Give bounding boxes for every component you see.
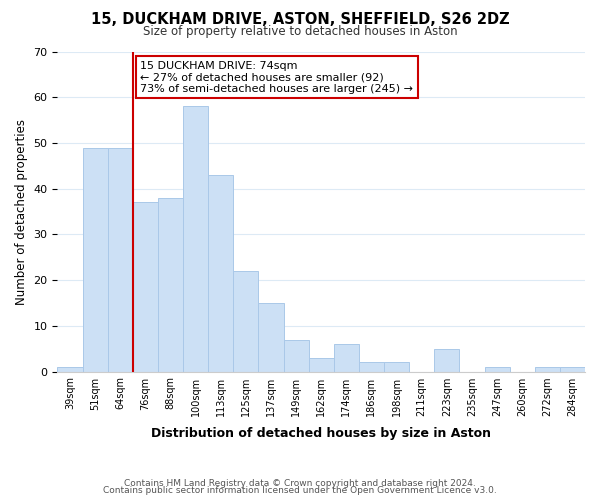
Bar (284, 340, 308, 372)
Text: 15, DUCKHAM DRIVE, ASTON, SHEFFIELD, S26 2DZ: 15, DUCKHAM DRIVE, ASTON, SHEFFIELD, S26… (91, 12, 509, 28)
Bar (359, 362, 384, 372)
Bar (434, 348, 460, 372)
Bar (208, 175, 233, 372)
Bar (83, 148, 107, 372)
Text: Contains public sector information licensed under the Open Government Licence v3: Contains public sector information licen… (103, 486, 497, 495)
Bar (107, 148, 133, 372)
Bar (233, 271, 259, 372)
Bar (560, 367, 585, 372)
Bar (133, 202, 158, 372)
Bar (308, 358, 334, 372)
Bar (384, 362, 409, 372)
Bar (485, 367, 509, 372)
Text: 15 DUCKHAM DRIVE: 74sqm
← 27% of detached houses are smaller (92)
73% of semi-de: 15 DUCKHAM DRIVE: 74sqm ← 27% of detache… (140, 60, 413, 94)
Text: Size of property relative to detached houses in Aston: Size of property relative to detached ho… (143, 25, 457, 38)
Bar (259, 303, 284, 372)
Text: Contains HM Land Registry data © Crown copyright and database right 2024.: Contains HM Land Registry data © Crown c… (124, 478, 476, 488)
Bar (183, 106, 208, 372)
Bar (535, 367, 560, 372)
Bar (158, 198, 183, 372)
Bar (58, 367, 83, 372)
X-axis label: Distribution of detached houses by size in Aston: Distribution of detached houses by size … (151, 427, 491, 440)
Bar (334, 344, 359, 372)
Y-axis label: Number of detached properties: Number of detached properties (15, 118, 28, 304)
